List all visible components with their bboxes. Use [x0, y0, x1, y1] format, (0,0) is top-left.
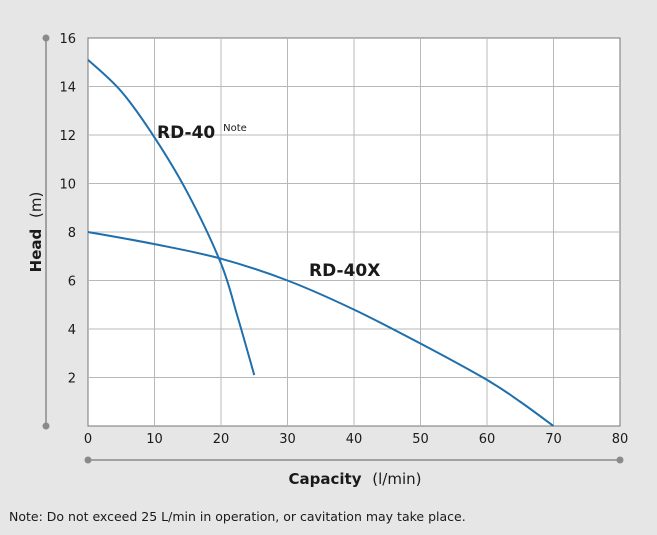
x-tick-label-8: 80	[612, 432, 629, 447]
y-axis-rule-top-dot	[42, 34, 50, 42]
x-tick-label-3: 30	[279, 432, 296, 447]
grid	[87, 37, 621, 427]
series-label-rd40: RD-40 Note	[157, 123, 247, 143]
y-axis-title: Head (m)	[27, 192, 45, 273]
x-axis-title: Capacity (l/min)	[289, 470, 422, 488]
x-axis-rule-right-dot	[616, 456, 624, 464]
x-tick-label-2: 20	[213, 432, 230, 447]
y-tick-label-6: 14	[59, 81, 76, 96]
series-lines	[87, 59, 555, 427]
tick-labels: 0 10 20 30 40 50 60 70 80 2 4 6 8 10 12 14 16	[59, 32, 628, 447]
series-label-rd40-name: RD-40	[157, 123, 215, 143]
series-line-rd-40	[87, 59, 256, 376]
x-tick-label-0: 0	[84, 432, 92, 447]
x-tick-label-5: 50	[412, 432, 429, 447]
y-tick-label-4: 10	[59, 178, 76, 193]
x-axis-unit: (l/min)	[372, 470, 421, 488]
x-tick-label-4: 40	[346, 432, 363, 447]
y-tick-label-5: 12	[59, 129, 76, 144]
x-tick-label-6: 60	[479, 432, 496, 447]
y-tick-label-1: 4	[68, 323, 76, 338]
y-tick-label-0: 2	[68, 372, 76, 387]
x-axis-rule-left-dot	[84, 456, 92, 464]
y-axis-label: Head	[27, 229, 45, 273]
y-tick-label-2: 6	[68, 275, 76, 290]
y-tick-label-3: 8	[68, 226, 76, 241]
y-axis-rule-bottom-dot	[42, 422, 50, 430]
axis-decorations	[42, 34, 624, 464]
x-axis-label: Capacity	[289, 470, 362, 488]
y-axis-unit: (m)	[27, 192, 45, 218]
series-label-rd40x: RD-40X	[309, 261, 380, 281]
x-tick-label-7: 70	[545, 432, 562, 447]
y-tick-label-7: 16	[59, 32, 76, 47]
series-line-rd-40x	[87, 231, 555, 427]
footnote: Note: Do not exceed 25 L/min in operatio…	[9, 509, 466, 524]
series-label-rd40-sup: Note	[223, 123, 247, 134]
x-tick-label-1: 10	[146, 432, 163, 447]
